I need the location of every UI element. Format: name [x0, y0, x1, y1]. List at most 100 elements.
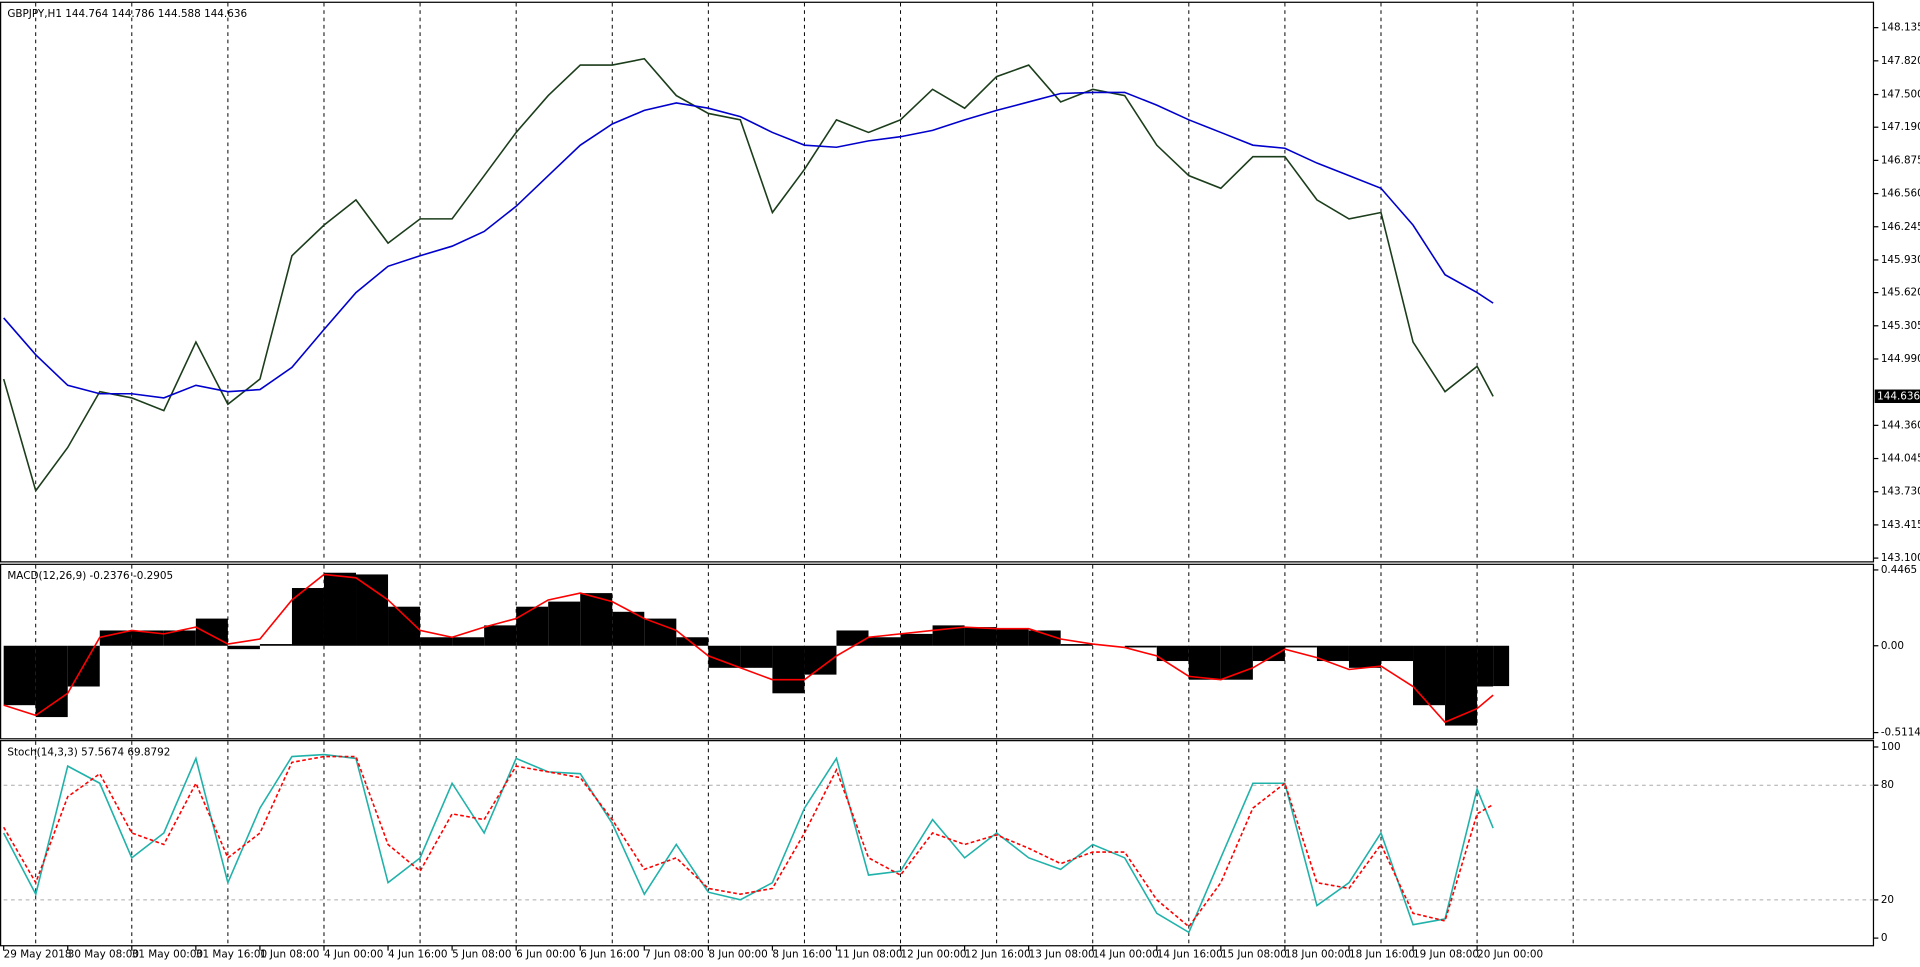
- histogram-bar: [131, 630, 164, 646]
- y-tick-label: 143.730: [1881, 486, 1920, 498]
- current-price-label: 144.636: [1877, 390, 1920, 402]
- x-tick-label: 13 Jun 08:00: [1029, 948, 1095, 960]
- y-tick-label: 100: [1881, 741, 1901, 753]
- histogram-bar: [1493, 645, 1510, 687]
- histogram-bar: [420, 637, 453, 646]
- histogram-bar: [708, 645, 741, 668]
- x-tick-label: 20 Jun 00:00: [1477, 948, 1543, 960]
- y-tick-label: 147.190: [1881, 121, 1920, 133]
- y-tick-label: 147.820: [1881, 55, 1920, 67]
- histogram-bar: [836, 630, 869, 646]
- histogram-bar: [580, 593, 613, 646]
- y-tick-label: 20: [1881, 894, 1894, 906]
- histogram-bar: [1413, 645, 1446, 706]
- histogram-bar: [227, 645, 260, 650]
- histogram-bar: [1028, 630, 1061, 646]
- x-tick-label: 12 Jun 16:00: [965, 948, 1031, 960]
- y-tick-label: 146.245: [1881, 221, 1920, 233]
- histogram-bar: [900, 633, 933, 646]
- x-tick-label: 14 Jun 16:00: [1157, 948, 1223, 960]
- x-tick-label: 14 Jun 00:00: [1093, 948, 1159, 960]
- panel-title: Stoch(14,3,3) 57.5674 69.8792: [7, 746, 170, 758]
- x-tick-label: 4 Jun 16:00: [388, 948, 447, 960]
- x-tick-label: 7 Jun 08:00: [644, 948, 703, 960]
- y-tick-label: 145.620: [1881, 287, 1920, 299]
- y-tick-label: 146.875: [1881, 154, 1920, 166]
- x-tick-label: 30 May 08:00: [68, 948, 139, 960]
- histogram-bar: [868, 637, 901, 646]
- y-tick-label: 144.990: [1881, 353, 1920, 365]
- histogram-bar: [964, 627, 997, 646]
- x-tick-label: 6 Jun 00:00: [516, 948, 575, 960]
- histogram-bar: [1060, 644, 1093, 646]
- series-line: [2, 57, 1494, 493]
- y-tick-label: 148.135: [1881, 22, 1920, 34]
- histogram-bar: [484, 625, 517, 646]
- x-tick-label: 8 Jun 00:00: [708, 948, 767, 960]
- x-tick-label: 6 Jun 16:00: [580, 948, 639, 960]
- current-price-tag: [1874, 389, 1920, 404]
- histogram-bar: [452, 637, 485, 646]
- y-tick-label: 143.100: [1881, 552, 1920, 564]
- x-tick-label: 31 May 00:00: [132, 948, 203, 960]
- y-tick-label: 146.560: [1881, 188, 1920, 200]
- histogram-bar: [1156, 645, 1189, 662]
- histogram-bar: [35, 645, 68, 718]
- y-tick-label: 143.415: [1881, 519, 1920, 531]
- stoch-panel-frame: [0, 740, 1875, 947]
- histogram-bar: [1348, 645, 1381, 668]
- y-tick-label: 144.045: [1881, 453, 1920, 465]
- histogram-bar: [932, 625, 965, 646]
- histogram-bar: [3, 645, 36, 706]
- series-line: [3, 91, 1494, 399]
- histogram-bar: [516, 606, 549, 646]
- histogram-bar: [1188, 645, 1221, 680]
- y-tick-label: -0.5114: [1881, 727, 1920, 739]
- macd-panel-frame: [0, 563, 1875, 740]
- histogram-bar: [163, 630, 196, 646]
- histogram-bar: [1477, 645, 1494, 687]
- x-tick-label: 29 May 2018: [4, 948, 72, 960]
- x-tick-label: 5 Jun 08:00: [452, 948, 511, 960]
- x-tick-label: 18 Jun 16:00: [1349, 948, 1415, 960]
- x-tick-label: 31 May 16:00: [196, 948, 267, 960]
- y-tick-label: 0.00: [1881, 640, 1904, 652]
- histogram-bar: [356, 574, 389, 646]
- histogram-bar: [1445, 645, 1478, 726]
- y-tick-label: 145.305: [1881, 320, 1920, 332]
- y-tick-label: 80: [1881, 779, 1894, 791]
- histogram-bar: [1252, 645, 1285, 662]
- x-tick-label: 11 Jun 08:00: [836, 948, 902, 960]
- histogram-bar: [1220, 645, 1253, 680]
- histogram-bar: [1284, 645, 1317, 648]
- panel-title: GBPJPY,H1 144.764 144.786 144.588 144.63…: [7, 8, 247, 20]
- y-tick-label: 0: [1881, 932, 1888, 944]
- y-tick-label: 0.4465: [1881, 564, 1917, 576]
- histogram-bar: [323, 572, 357, 646]
- histogram-bar: [548, 601, 581, 646]
- series-line: [2, 755, 1494, 928]
- histogram-bar: [1316, 645, 1349, 662]
- histogram-bar: [676, 637, 709, 646]
- y-tick-label: 147.500: [1881, 89, 1920, 101]
- histogram-bar: [99, 630, 132, 646]
- histogram-bar: [1124, 645, 1157, 648]
- series-line: [2, 753, 1494, 934]
- histogram-bar: [259, 644, 292, 646]
- histogram-bar: [996, 628, 1029, 646]
- y-tick-label: 145.930: [1881, 254, 1920, 266]
- x-tick-label: 15 Jun 08:00: [1221, 948, 1287, 960]
- y-tick-label: 144.360: [1881, 419, 1920, 431]
- x-tick-label: 12 Jun 00:00: [901, 948, 967, 960]
- x-tick-label: 1 Jun 08:00: [260, 948, 319, 960]
- price-panel-frame: [0, 1, 1875, 563]
- x-tick-label: 4 Jun 00:00: [324, 948, 383, 960]
- histogram-bar: [740, 645, 773, 668]
- x-tick-label: 19 Jun 08:00: [1413, 948, 1479, 960]
- histogram-bar: [291, 588, 324, 646]
- x-tick-label: 18 Jun 00:00: [1285, 948, 1351, 960]
- histogram-bar: [1380, 645, 1414, 662]
- panel-title: MACD(12,26,9) -0.2376 -0.2905: [7, 570, 173, 582]
- series-line: [3, 573, 1494, 724]
